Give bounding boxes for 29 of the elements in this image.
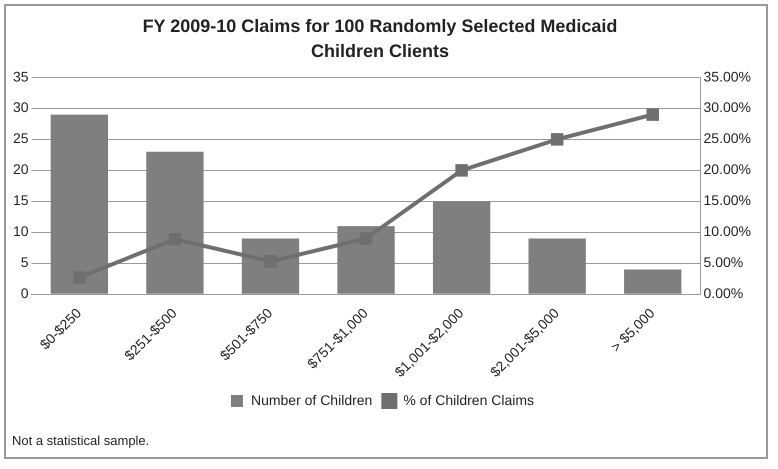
y-tick-label: 10 [12,223,29,240]
point [455,164,468,177]
chart-title: FY 2009-10 Claims for 100 Randomly Selected Medicaid Children Clients [142,15,618,63]
y-tick-label: 30 [12,99,29,116]
bar [337,226,395,294]
text: Not a statistical sample. [12,433,150,448]
y2-tick-label: 35.00% [704,68,751,84]
bar [50,114,108,294]
y-tick-label: 25 [12,130,29,146]
y2-tick-label: 30.00% [704,99,751,116]
y-tick-label: 0 [20,285,29,302]
y2-tick-label: 5.00% [704,254,744,270]
bar [624,269,682,294]
bar [432,201,490,294]
y2-tick-label: 20.00% [704,161,751,178]
legend-label: Number of Children [250,392,372,408]
y2-tick-label: 0.00% [704,285,744,302]
y2-tick-label: 15.00% [704,192,751,208]
y2-tick-label: 25.00% [704,130,751,146]
y-tick-label: 35 [12,68,29,84]
point [550,133,564,146]
y-tick-label: 15 [12,192,29,208]
y2-tick-label: 10.00% [704,223,751,240]
bar [146,152,204,294]
legend-label: % of Children Claims [403,392,534,408]
bar [528,238,586,294]
y-tick-label: 5 [20,254,29,270]
y-tick-label: 20 [12,161,29,178]
point [646,108,659,121]
